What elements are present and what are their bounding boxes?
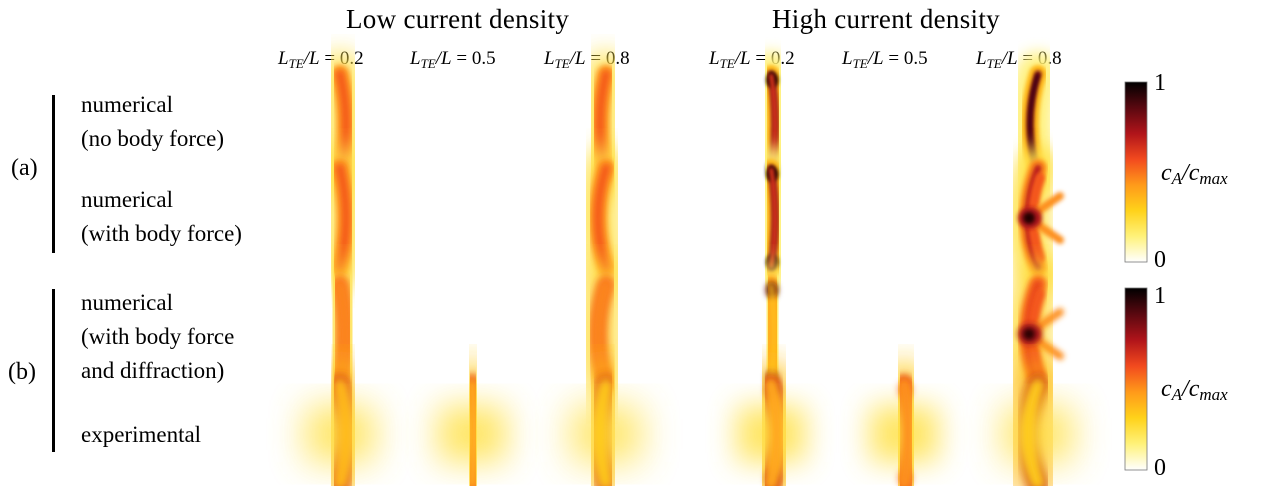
row-label-line: numerical	[81, 290, 173, 315]
group-b-bracket	[52, 289, 55, 452]
group-a-label: (a)	[11, 155, 38, 181]
row-label-line: numerical	[81, 187, 173, 212]
panel-r3-c1	[438, 362, 506, 486]
colorbar-a	[1124, 81, 1148, 263]
panel-r3-c4	[870, 362, 938, 486]
header-high-current: High current density	[772, 4, 1000, 34]
panel-r1-c0	[318, 146, 368, 290]
row-label-line: experimental	[81, 422, 202, 447]
colorbar-a-max: 1	[1154, 70, 1166, 96]
row-label-line: (no body force)	[81, 126, 225, 151]
group-a-bracket	[52, 95, 55, 253]
panel-r3-c5	[1004, 362, 1072, 486]
row-label-b1: numerical (with body force and diffracti…	[81, 286, 234, 388]
panel-r3-c3	[737, 362, 805, 486]
row-label-line: and diffraction)	[81, 358, 225, 383]
row-label-b2: experimental	[81, 418, 201, 452]
row-label-line: (with body force)	[81, 221, 242, 246]
panel-r1-c3	[749, 146, 797, 290]
group-b-label: (b)	[8, 359, 36, 385]
colorbar-b-min: 0	[1154, 455, 1166, 481]
colorbar-a-min: 0	[1154, 247, 1166, 273]
row-label-line: (with body force	[81, 324, 235, 349]
panel-r1-c5	[1006, 146, 1064, 290]
row-label-line: numerical	[81, 92, 173, 117]
header-low-current: Low current density	[346, 4, 570, 34]
panel-r3-c0	[306, 362, 374, 486]
panel-r1-c2	[576, 146, 628, 290]
colorbar-a-label: cA/cmax	[1161, 160, 1228, 188]
row-label-a1: numerical (no body force)	[81, 88, 224, 156]
panel-r3-c2	[572, 362, 640, 486]
colorbar-b-max: 1	[1154, 283, 1166, 309]
row-label-a2: numerical (with body force)	[81, 183, 242, 251]
colorbar-b-label: cA/cmax	[1161, 376, 1228, 404]
colorbar-b	[1124, 287, 1148, 471]
